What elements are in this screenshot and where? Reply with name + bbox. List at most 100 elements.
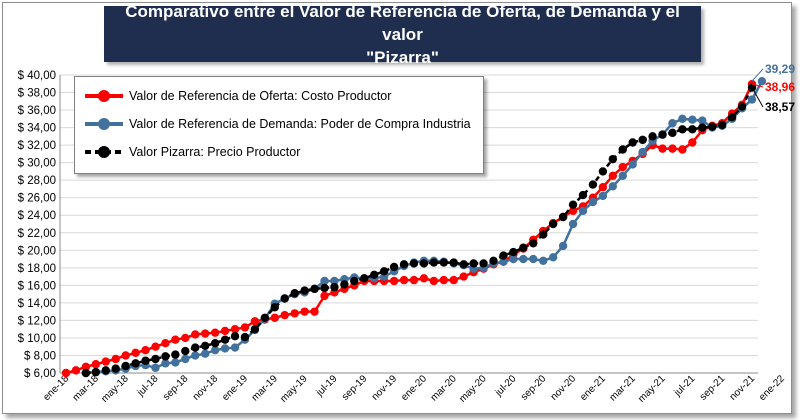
x-tick-label: jul-20	[493, 373, 519, 399]
data-point	[499, 251, 508, 260]
callout-line	[751, 68, 764, 82]
data-point	[568, 219, 578, 229]
data-point	[727, 112, 737, 122]
data-point	[469, 259, 478, 268]
data-point	[598, 191, 608, 201]
y-tick-label: $ 32,00	[18, 140, 56, 152]
data-point	[191, 351, 200, 360]
data-point	[290, 289, 299, 298]
y-tick-label: $ 10,00	[18, 333, 56, 345]
data-point	[698, 116, 707, 125]
data-point	[370, 270, 379, 280]
data-point	[578, 190, 588, 200]
data-point	[389, 262, 399, 272]
x-tick-label: sep-19	[340, 373, 370, 403]
data-point	[290, 309, 299, 318]
data-point	[200, 329, 210, 338]
x-tick-label: may-18	[99, 373, 131, 405]
end-label-demanda: 39,29	[765, 62, 796, 76]
y-tick-label: $ 28,00	[18, 175, 56, 187]
data-point	[141, 356, 150, 365]
y-tick-label: $ 20,00	[18, 245, 56, 257]
data-point	[628, 160, 637, 169]
y-tick-label: $ 16,00	[18, 280, 56, 292]
data-point	[111, 354, 120, 364]
data-point	[628, 138, 637, 147]
data-point	[439, 258, 448, 267]
data-point	[270, 303, 279, 312]
data-point	[608, 182, 618, 191]
data-point	[300, 286, 309, 295]
legend-swatch-pizarra	[85, 141, 123, 163]
data-point	[489, 256, 498, 266]
x-tick-label: ene-21	[578, 373, 608, 403]
legend-item-oferta: Valor de Referencia de Oferta: Costo Pro…	[85, 85, 391, 107]
data-point	[439, 275, 448, 285]
data-point	[658, 144, 667, 153]
y-tick-labels: $ 6,00 $ 8,00 $ 10,00 $ 12,00 $ 14,00 $ 16,00…	[18, 70, 56, 380]
data-point	[310, 284, 319, 294]
series-2	[81, 83, 757, 378]
data-point	[399, 275, 409, 285]
data-point	[151, 342, 160, 351]
x-tick-label: may-19	[278, 373, 310, 405]
data-point	[91, 367, 101, 377]
data-point	[698, 123, 707, 132]
data-point	[200, 349, 210, 358]
x-tick-label: jul-21	[672, 373, 698, 399]
x-tick-label: mar-21	[608, 373, 638, 403]
data-point	[91, 360, 101, 369]
chart-title-line2: "Pizarra"	[366, 47, 439, 67]
data-point	[519, 254, 528, 264]
data-point	[340, 280, 349, 289]
y-tick-label: $ 24,00	[18, 210, 56, 222]
data-point	[260, 313, 270, 322]
data-point	[220, 326, 230, 336]
data-point	[200, 341, 210, 351]
data-point	[210, 346, 220, 355]
data-point	[459, 260, 468, 269]
x-tick-label: may-20	[457, 373, 489, 405]
data-point	[121, 351, 130, 360]
data-point	[717, 120, 727, 130]
data-point	[757, 77, 767, 86]
data-point	[161, 352, 170, 361]
data-point	[101, 357, 110, 366]
data-point	[678, 145, 687, 154]
data-point	[230, 343, 240, 352]
y-tick-label: $ 6,00	[24, 368, 56, 380]
x-tick-label: sep-21	[698, 373, 728, 403]
y-tick-label: $ 18,00	[18, 263, 56, 275]
data-point	[419, 274, 429, 283]
data-point	[61, 368, 71, 378]
y-tick-label: $ 14,00	[18, 298, 56, 310]
data-point	[648, 132, 657, 141]
data-point	[161, 339, 170, 348]
data-point	[688, 115, 697, 124]
data-point	[509, 247, 518, 257]
x-tick-label: mar-20	[429, 373, 459, 403]
data-point	[638, 135, 647, 145]
x-tick-label: sep-18	[161, 373, 191, 403]
y-tick-label: $ 40,00	[18, 70, 56, 82]
x-tick-label: sep-20	[519, 373, 549, 403]
data-point	[81, 362, 91, 372]
data-point	[598, 182, 608, 192]
data-point	[608, 171, 618, 180]
data-point	[668, 144, 677, 153]
y-tick-label: $ 36,00	[18, 105, 56, 117]
data-point	[429, 276, 439, 286]
chart-title-box: Comparativo entre el Valor de Referencia…	[104, 2, 701, 67]
data-point	[618, 171, 627, 180]
data-point	[230, 331, 240, 341]
data-point	[638, 147, 647, 157]
data-point	[558, 241, 568, 251]
data-point	[658, 130, 667, 139]
end-callouts	[751, 68, 764, 108]
data-point	[389, 276, 399, 286]
data-point	[161, 359, 170, 368]
data-point	[320, 276, 329, 286]
data-point	[181, 333, 190, 343]
end-label-pizarra: 38,57	[765, 100, 796, 114]
